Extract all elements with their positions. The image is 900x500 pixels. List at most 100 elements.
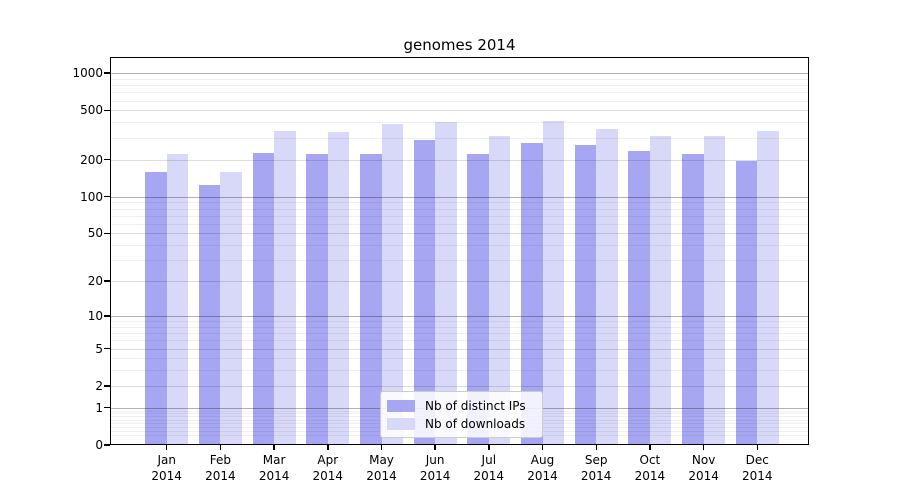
- gridline: [110, 223, 809, 225]
- gridline: [110, 122, 809, 124]
- plot-area: [110, 57, 809, 445]
- gridline: [110, 208, 809, 210]
- bar-mar-downloads: [274, 130, 296, 445]
- bar-dec-downloads: [757, 131, 779, 445]
- gridline: [110, 321, 809, 323]
- x-tick-label: Mar 2014: [258, 453, 290, 483]
- bar-feb-distinct-ips: [198, 184, 221, 445]
- gridline: [110, 78, 809, 80]
- bar-apr-distinct-ips: [306, 154, 328, 445]
- bar-jul-distinct-ips: [467, 154, 489, 445]
- gridline: [110, 100, 809, 102]
- x-tick-label: Jun 2014: [419, 453, 451, 483]
- bar-jul-downloads: [488, 136, 511, 445]
- bar-nov-downloads: [703, 135, 726, 445]
- gridline: [110, 245, 809, 247]
- y-tick-mark: [104, 195, 110, 198]
- bar-may-downloads: [381, 123, 403, 445]
- bar-oct-downloads: [649, 136, 672, 445]
- x-tick-mark: [327, 445, 329, 450]
- y-tick-mark: [104, 232, 110, 235]
- x-tick-mark: [702, 445, 705, 450]
- legend-label-distinct-ips: Nb of distinct IPs: [425, 398, 526, 413]
- gridline: [110, 137, 809, 139]
- bar-sep-distinct-ips: [574, 144, 597, 445]
- legend-swatch-distinct-ips: [387, 399, 415, 412]
- gridline: [110, 333, 809, 335]
- x-tick-mark: [488, 445, 490, 450]
- y-tick-mark: [104, 444, 110, 446]
- x-tick-mark: [541, 445, 544, 450]
- gridline: [110, 202, 809, 204]
- y-tick-label: 0: [95, 438, 103, 452]
- gridline: [110, 348, 809, 350]
- x-tick-label: Aug 2014: [527, 453, 558, 483]
- bar-may-distinct-ips: [360, 154, 382, 445]
- x-tick-label: Nov 2014: [688, 453, 719, 483]
- x-tick-mark: [756, 445, 758, 450]
- bar-sep-downloads: [596, 128, 618, 445]
- y-tick-label: 1000: [72, 66, 103, 81]
- gridline: [110, 385, 809, 387]
- gridline: [110, 110, 809, 112]
- y-tick-label: 5: [95, 341, 103, 356]
- x-tick-label: Dec 2014: [742, 453, 773, 483]
- gridline: [110, 92, 809, 94]
- y-tick-label: 100: [80, 189, 103, 204]
- y-tick-mark: [104, 158, 110, 161]
- gridline: [110, 281, 809, 283]
- legend-swatch-downloads: [387, 417, 415, 430]
- gridline: [110, 73, 809, 75]
- gridline: [110, 233, 809, 235]
- bar-mar-distinct-ips: [252, 153, 275, 445]
- chart-title: genomes 2014: [403, 36, 516, 54]
- gridline: [110, 370, 809, 372]
- bar-jan-downloads: [166, 154, 189, 445]
- x-tick-label: Feb 2014: [205, 453, 236, 483]
- x-tick-label: Apr 2014: [312, 453, 344, 483]
- bar-jan-distinct-ips: [145, 172, 167, 445]
- x-tick-mark: [165, 445, 168, 450]
- y-tick-mark: [104, 385, 110, 387]
- x-tick-mark: [434, 445, 436, 450]
- bar-nov-distinct-ips: [682, 153, 704, 445]
- y-tick-label: 10: [87, 308, 103, 323]
- x-tick-label: Jul 2014: [473, 453, 505, 483]
- gridline: [110, 315, 809, 317]
- y-tick-label: 500: [80, 103, 103, 118]
- x-tick-label: Sep 2014: [580, 453, 612, 483]
- y-tick-mark: [104, 315, 110, 317]
- y-tick-label: 2: [95, 378, 103, 393]
- x-tick-label: Jan 2014: [151, 453, 182, 483]
- gridline: [110, 215, 809, 217]
- y-tick-mark: [104, 280, 110, 282]
- bar-aug-downloads: [542, 120, 564, 445]
- gridline: [110, 196, 809, 198]
- y-tick-label: 1: [95, 400, 103, 415]
- x-tick-mark: [380, 445, 383, 450]
- bar-aug-distinct-ips: [521, 143, 543, 445]
- gridline: [110, 159, 809, 161]
- y-tick-label: 200: [80, 152, 103, 167]
- legend-item-distinct-ips: Nb of distinct IPs: [387, 399, 536, 413]
- bar-dec-distinct-ips: [735, 161, 758, 445]
- y-tick-mark: [104, 406, 110, 409]
- gridline: [110, 340, 809, 342]
- x-tick-mark: [273, 445, 275, 450]
- x-tick-mark: [219, 445, 222, 450]
- bar-jun-downloads: [435, 122, 457, 445]
- gridline: [110, 85, 809, 87]
- bar-apr-downloads: [327, 132, 350, 445]
- y-tick-mark: [104, 347, 110, 350]
- legend-label-downloads: Nb of downloads: [425, 416, 526, 431]
- x-tick-label: Oct 2014: [634, 453, 666, 483]
- x-tick-mark: [595, 445, 597, 450]
- legend-item-downloads: Nb of downloads: [387, 417, 536, 431]
- y-tick-mark: [104, 72, 110, 74]
- bar-oct-distinct-ips: [628, 151, 650, 445]
- y-tick-mark: [104, 109, 110, 112]
- y-tick-label: 50: [87, 226, 103, 241]
- x-tick-label: May 2014: [366, 453, 397, 483]
- x-tick-mark: [649, 445, 651, 450]
